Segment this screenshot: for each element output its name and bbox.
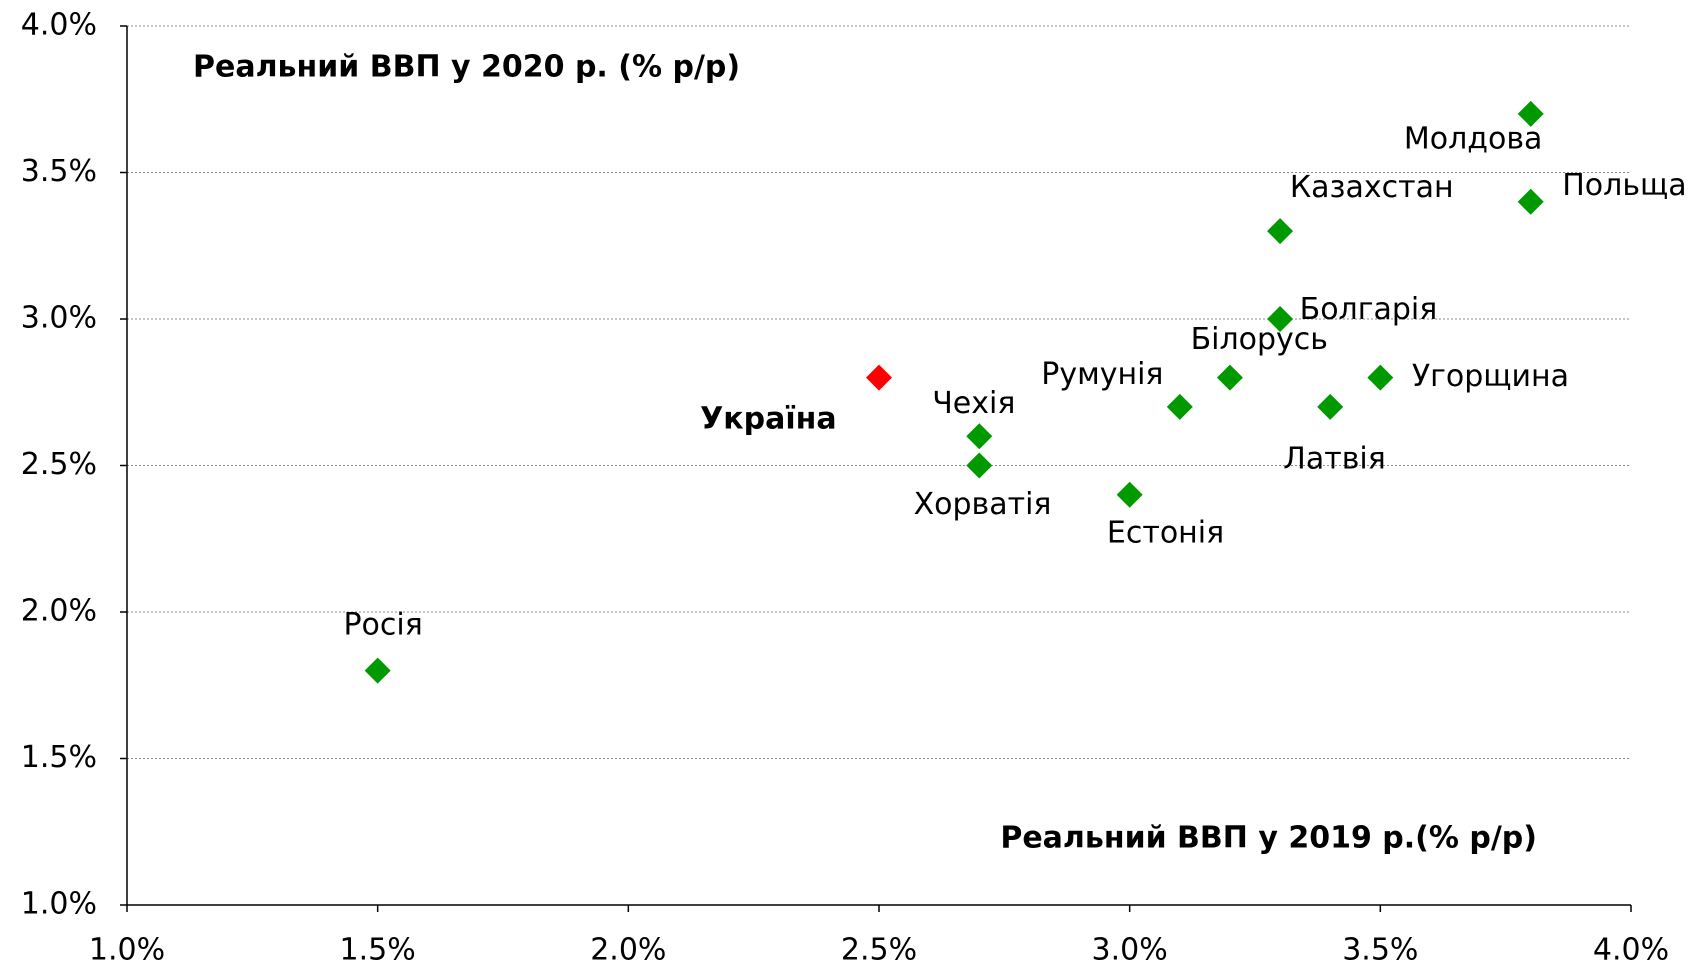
point-label: Чехія [932,386,1015,421]
point [1267,218,1294,245]
point-label: Росія [343,608,422,643]
y-axis-title: Реальний ВВП у 2020 р. (% р/р) [193,50,740,85]
y-tick-label: 2.0% [21,594,97,629]
y-tick-label: 4.0% [21,8,97,43]
y-tick-label: 3.0% [21,301,97,336]
point-label: Польща [1562,168,1686,203]
x-axis-title: Реальний ВВП у 2019 р.(% р/р) [1000,821,1537,856]
point [1517,100,1544,127]
point [866,364,892,391]
point-label: Латвія [1283,442,1385,477]
point [1216,364,1243,391]
x-tick-label: 4.0% [1593,933,1669,963]
point-label: Україна [700,401,836,436]
point [1166,393,1193,420]
x-tick-label: 3.5% [1342,933,1418,963]
point [1367,364,1394,391]
y-tick-label: 3.5% [21,154,97,189]
point-label: Естонія [1107,515,1224,550]
point-label: Хорватія [914,487,1052,522]
x-tick-label: 1.0% [89,933,165,963]
point [966,423,993,450]
x-tick-label: 3.0% [1092,933,1168,963]
x-tick-label: 1.5% [340,933,416,963]
point [1267,306,1294,332]
point-label: Румунія [1041,357,1163,392]
point-label: Казахстан [1290,170,1454,205]
y-tick-label: 2.5% [21,447,97,482]
y-tick-label: 1.5% [21,740,97,775]
y-tick-label: 1.0% [21,887,97,922]
point [1317,393,1344,420]
x-tick-label: 2.5% [841,933,917,963]
point-label: Болгарія [1300,292,1438,327]
point-label: Білорусь [1191,322,1328,357]
point [1116,481,1143,508]
point [364,657,391,684]
point-label: Молдова [1404,121,1543,156]
x-tick-label: 2.0% [590,933,666,963]
point-label: Угорщина [1412,359,1569,394]
point [966,452,993,479]
point [1517,188,1544,215]
